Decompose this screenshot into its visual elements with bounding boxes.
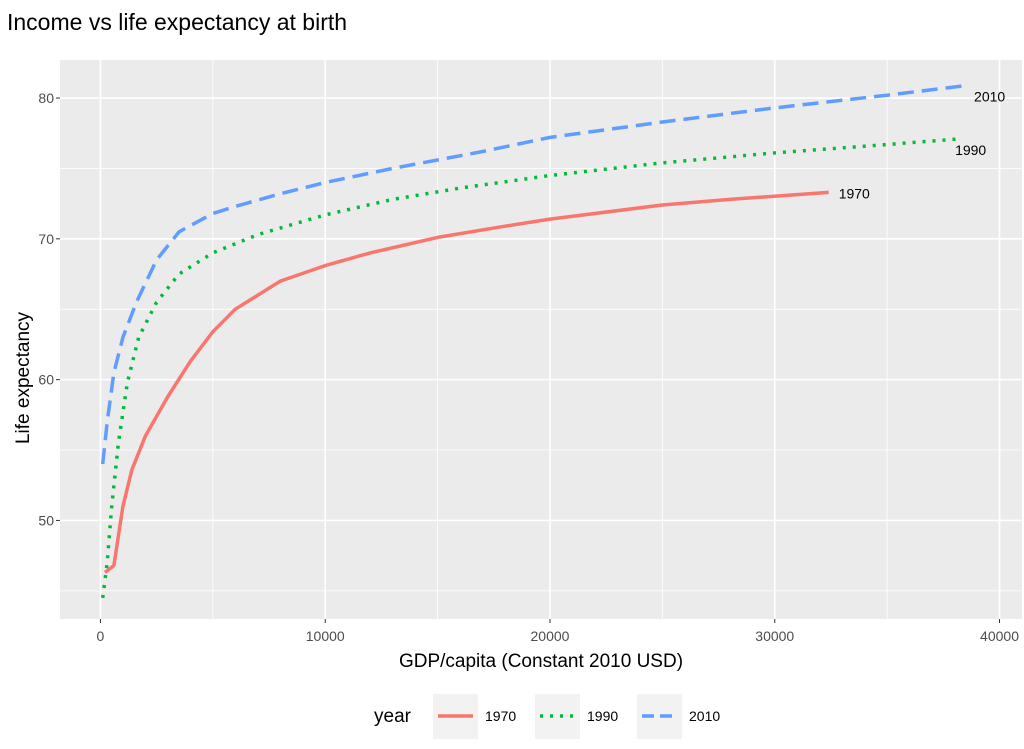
series-lines	[100, 83, 969, 599]
x-tick-label: 30000	[755, 628, 794, 644]
y-tick-label: 80	[38, 90, 54, 106]
legend-item-1990: 1990	[535, 694, 618, 739]
legend-title: year	[374, 706, 412, 727]
legend-items: 1970 1990 2010	[433, 694, 720, 739]
x-axis: 0 10000 20000 30000 40000	[97, 619, 1019, 644]
legend-label: 1990	[587, 708, 618, 724]
y-axis-title: Life expectancy	[13, 311, 34, 444]
line-label-2010: 2010	[974, 88, 1005, 104]
legend-label: 1970	[485, 708, 516, 724]
series-line-1990	[100, 137, 960, 599]
legend: year 1970 1990 2010	[374, 694, 720, 739]
y-tick-label: 70	[38, 231, 54, 247]
x-tick-label: 0	[97, 628, 105, 644]
plot-panel	[60, 60, 1022, 619]
x-tick-label: 40000	[980, 628, 1019, 644]
legend-item-1970: 1970	[433, 694, 516, 739]
x-axis-title: GDP/capita (Constant 2010 USD)	[399, 651, 683, 672]
y-tick-label: 50	[38, 512, 54, 528]
chart-title: Income vs life expectancy at birth	[7, 9, 347, 35]
grid-minor	[60, 60, 1022, 619]
x-tick-label: 10000	[306, 628, 345, 644]
series-line-2010	[100, 83, 969, 465]
line-labels: 1970 1990 2010	[839, 88, 1006, 201]
series-line-1970	[103, 190, 829, 574]
legend-item-2010: 2010	[637, 694, 720, 739]
x-tick-label: 20000	[531, 628, 570, 644]
y-axis: 50 60 70 80	[38, 90, 60, 528]
legend-label: 2010	[689, 708, 720, 724]
line-label-1970: 1970	[839, 185, 870, 201]
line-label-1990: 1990	[955, 142, 986, 158]
y-tick-label: 60	[38, 372, 54, 388]
